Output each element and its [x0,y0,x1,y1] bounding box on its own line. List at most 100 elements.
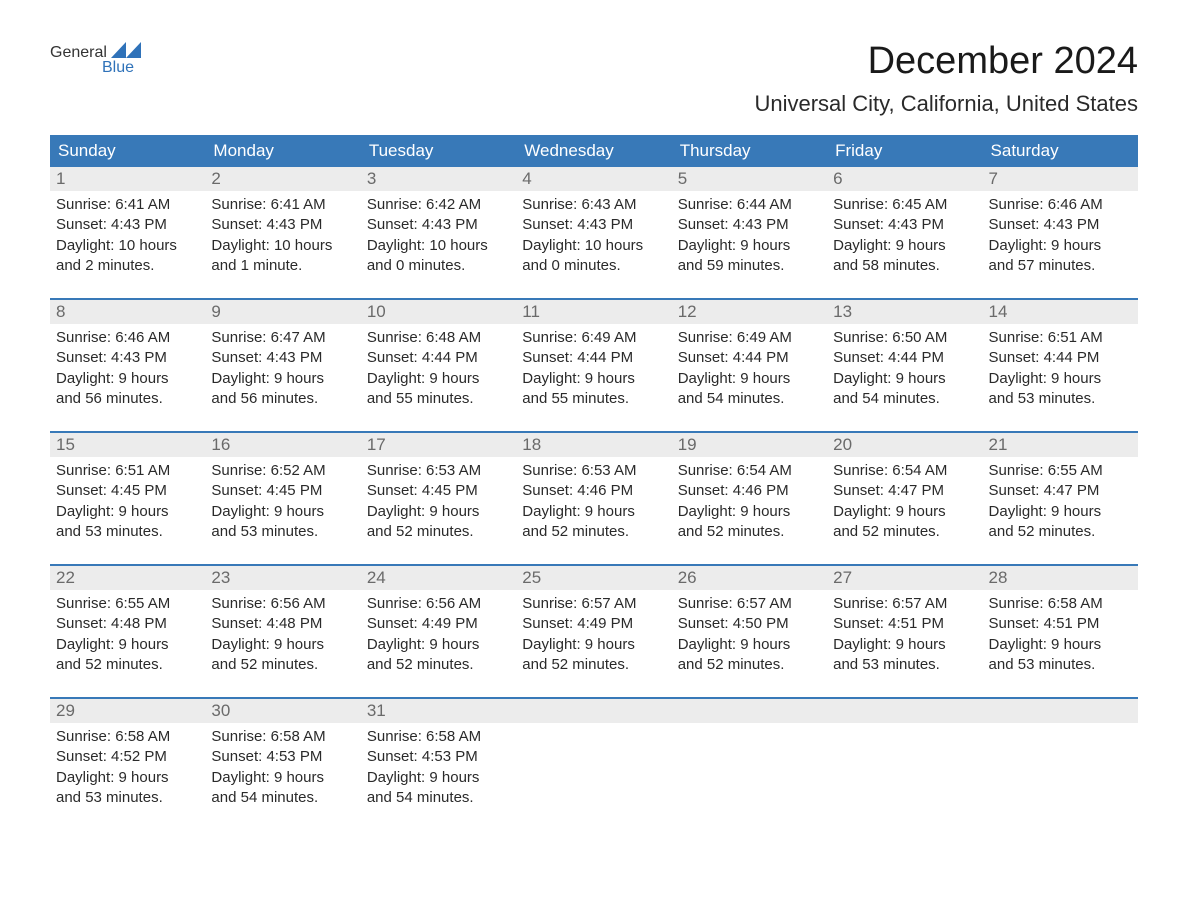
day-number: 9 [205,300,360,324]
day-content-row: Sunrise: 6:46 AMSunset: 4:43 PMDaylight:… [50,324,1138,413]
sunset-text: Sunset: 4:43 PM [522,215,665,235]
sunset-text: Sunset: 4:45 PM [56,481,199,501]
sunset-text: Sunset: 4:47 PM [833,481,976,501]
daylight-text-2: and 54 minutes. [833,389,976,409]
day-cell: Sunrise: 6:45 AMSunset: 4:43 PMDaylight:… [827,191,982,280]
daylight-text-2: and 54 minutes. [211,788,354,808]
day-cell: Sunrise: 6:55 AMSunset: 4:48 PMDaylight:… [50,590,205,679]
daylight-text-1: Daylight: 9 hours [522,635,665,655]
day-number: 26 [672,566,827,590]
sunset-text: Sunset: 4:49 PM [522,614,665,634]
day-number: 21 [983,433,1138,457]
day-cell: Sunrise: 6:57 AMSunset: 4:49 PMDaylight:… [516,590,671,679]
day-number: 10 [361,300,516,324]
sunset-text: Sunset: 4:44 PM [833,348,976,368]
dow-wednesday: Wednesday [516,135,671,167]
sunrise-text: Sunrise: 6:56 AM [367,594,510,614]
day-number: 6 [827,167,982,191]
daylight-text-2: and 53 minutes. [56,522,199,542]
sunset-text: Sunset: 4:48 PM [211,614,354,634]
daylight-text-2: and 52 minutes. [56,655,199,675]
sunrise-text: Sunrise: 6:58 AM [989,594,1132,614]
daylight-text-2: and 57 minutes. [989,256,1132,276]
day-number: 11 [516,300,671,324]
day-number: 12 [672,300,827,324]
sunrise-text: Sunrise: 6:47 AM [211,328,354,348]
sunset-text: Sunset: 4:51 PM [833,614,976,634]
day-number: 23 [205,566,360,590]
day-cell: Sunrise: 6:41 AMSunset: 4:43 PMDaylight:… [205,191,360,280]
day-number: 3 [361,167,516,191]
day-content-row: Sunrise: 6:58 AMSunset: 4:52 PMDaylight:… [50,723,1138,812]
day-cell: Sunrise: 6:49 AMSunset: 4:44 PMDaylight:… [672,324,827,413]
daylight-text-1: Daylight: 10 hours [522,236,665,256]
daylight-text-2: and 55 minutes. [522,389,665,409]
sunset-text: Sunset: 4:43 PM [56,348,199,368]
day-cell [827,723,982,812]
sunset-text: Sunset: 4:43 PM [678,215,821,235]
day-cell: Sunrise: 6:51 AMSunset: 4:45 PMDaylight:… [50,457,205,546]
days-of-week-header: Sunday Monday Tuesday Wednesday Thursday… [50,135,1138,167]
sunrise-text: Sunrise: 6:57 AM [833,594,976,614]
daylight-text-2: and 52 minutes. [522,655,665,675]
sunrise-text: Sunrise: 6:48 AM [367,328,510,348]
daylight-text-2: and 59 minutes. [678,256,821,276]
day-cell: Sunrise: 6:54 AMSunset: 4:47 PMDaylight:… [827,457,982,546]
weeks-container: 1234567Sunrise: 6:41 AMSunset: 4:43 PMDa… [50,167,1138,812]
day-cell: Sunrise: 6:53 AMSunset: 4:46 PMDaylight:… [516,457,671,546]
daylight-text-2: and 52 minutes. [367,522,510,542]
daylight-text-2: and 52 minutes. [678,522,821,542]
daylight-text-1: Daylight: 9 hours [211,502,354,522]
day-number: 19 [672,433,827,457]
sunrise-text: Sunrise: 6:54 AM [678,461,821,481]
daylight-text-1: Daylight: 9 hours [833,369,976,389]
sunrise-text: Sunrise: 6:58 AM [367,727,510,747]
sunset-text: Sunset: 4:43 PM [833,215,976,235]
day-cell: Sunrise: 6:46 AMSunset: 4:43 PMDaylight:… [50,324,205,413]
sunset-text: Sunset: 4:43 PM [211,215,354,235]
day-number: 16 [205,433,360,457]
sunrise-text: Sunrise: 6:51 AM [56,461,199,481]
day-cell: Sunrise: 6:47 AMSunset: 4:43 PMDaylight:… [205,324,360,413]
sunset-text: Sunset: 4:43 PM [989,215,1132,235]
daylight-text-2: and 0 minutes. [522,256,665,276]
daylight-text-1: Daylight: 9 hours [211,369,354,389]
sunrise-text: Sunrise: 6:54 AM [833,461,976,481]
daylight-text-1: Daylight: 9 hours [367,635,510,655]
sunrise-text: Sunrise: 6:46 AM [989,195,1132,215]
day-number [983,699,1138,723]
sunrise-text: Sunrise: 6:43 AM [522,195,665,215]
day-number-row: 1234567 [50,167,1138,191]
day-cell [672,723,827,812]
day-number: 22 [50,566,205,590]
daylight-text-1: Daylight: 9 hours [989,236,1132,256]
sunrise-text: Sunrise: 6:49 AM [522,328,665,348]
sunrise-text: Sunrise: 6:50 AM [833,328,976,348]
day-cell: Sunrise: 6:56 AMSunset: 4:48 PMDaylight:… [205,590,360,679]
sunset-text: Sunset: 4:46 PM [678,481,821,501]
daylight-text-1: Daylight: 9 hours [678,236,821,256]
day-cell: Sunrise: 6:41 AMSunset: 4:43 PMDaylight:… [50,191,205,280]
sunset-text: Sunset: 4:47 PM [989,481,1132,501]
daylight-text-2: and 52 minutes. [367,655,510,675]
daylight-text-2: and 52 minutes. [678,655,821,675]
sunset-text: Sunset: 4:44 PM [522,348,665,368]
dow-friday: Friday [827,135,982,167]
daylight-text-2: and 56 minutes. [56,389,199,409]
day-cell: Sunrise: 6:57 AMSunset: 4:50 PMDaylight:… [672,590,827,679]
daylight-text-2: and 52 minutes. [989,522,1132,542]
day-cell: Sunrise: 6:56 AMSunset: 4:49 PMDaylight:… [361,590,516,679]
dow-thursday: Thursday [672,135,827,167]
daylight-text-2: and 54 minutes. [367,788,510,808]
daylight-text-1: Daylight: 9 hours [833,502,976,522]
sunrise-text: Sunrise: 6:56 AM [211,594,354,614]
day-number [672,699,827,723]
sunset-text: Sunset: 4:50 PM [678,614,821,634]
day-cell: Sunrise: 6:58 AMSunset: 4:51 PMDaylight:… [983,590,1138,679]
brand-name-part1: General [50,44,107,62]
day-number: 17 [361,433,516,457]
day-number: 20 [827,433,982,457]
week-row: 22232425262728Sunrise: 6:55 AMSunset: 4:… [50,564,1138,679]
dow-monday: Monday [205,135,360,167]
daylight-text-1: Daylight: 10 hours [367,236,510,256]
